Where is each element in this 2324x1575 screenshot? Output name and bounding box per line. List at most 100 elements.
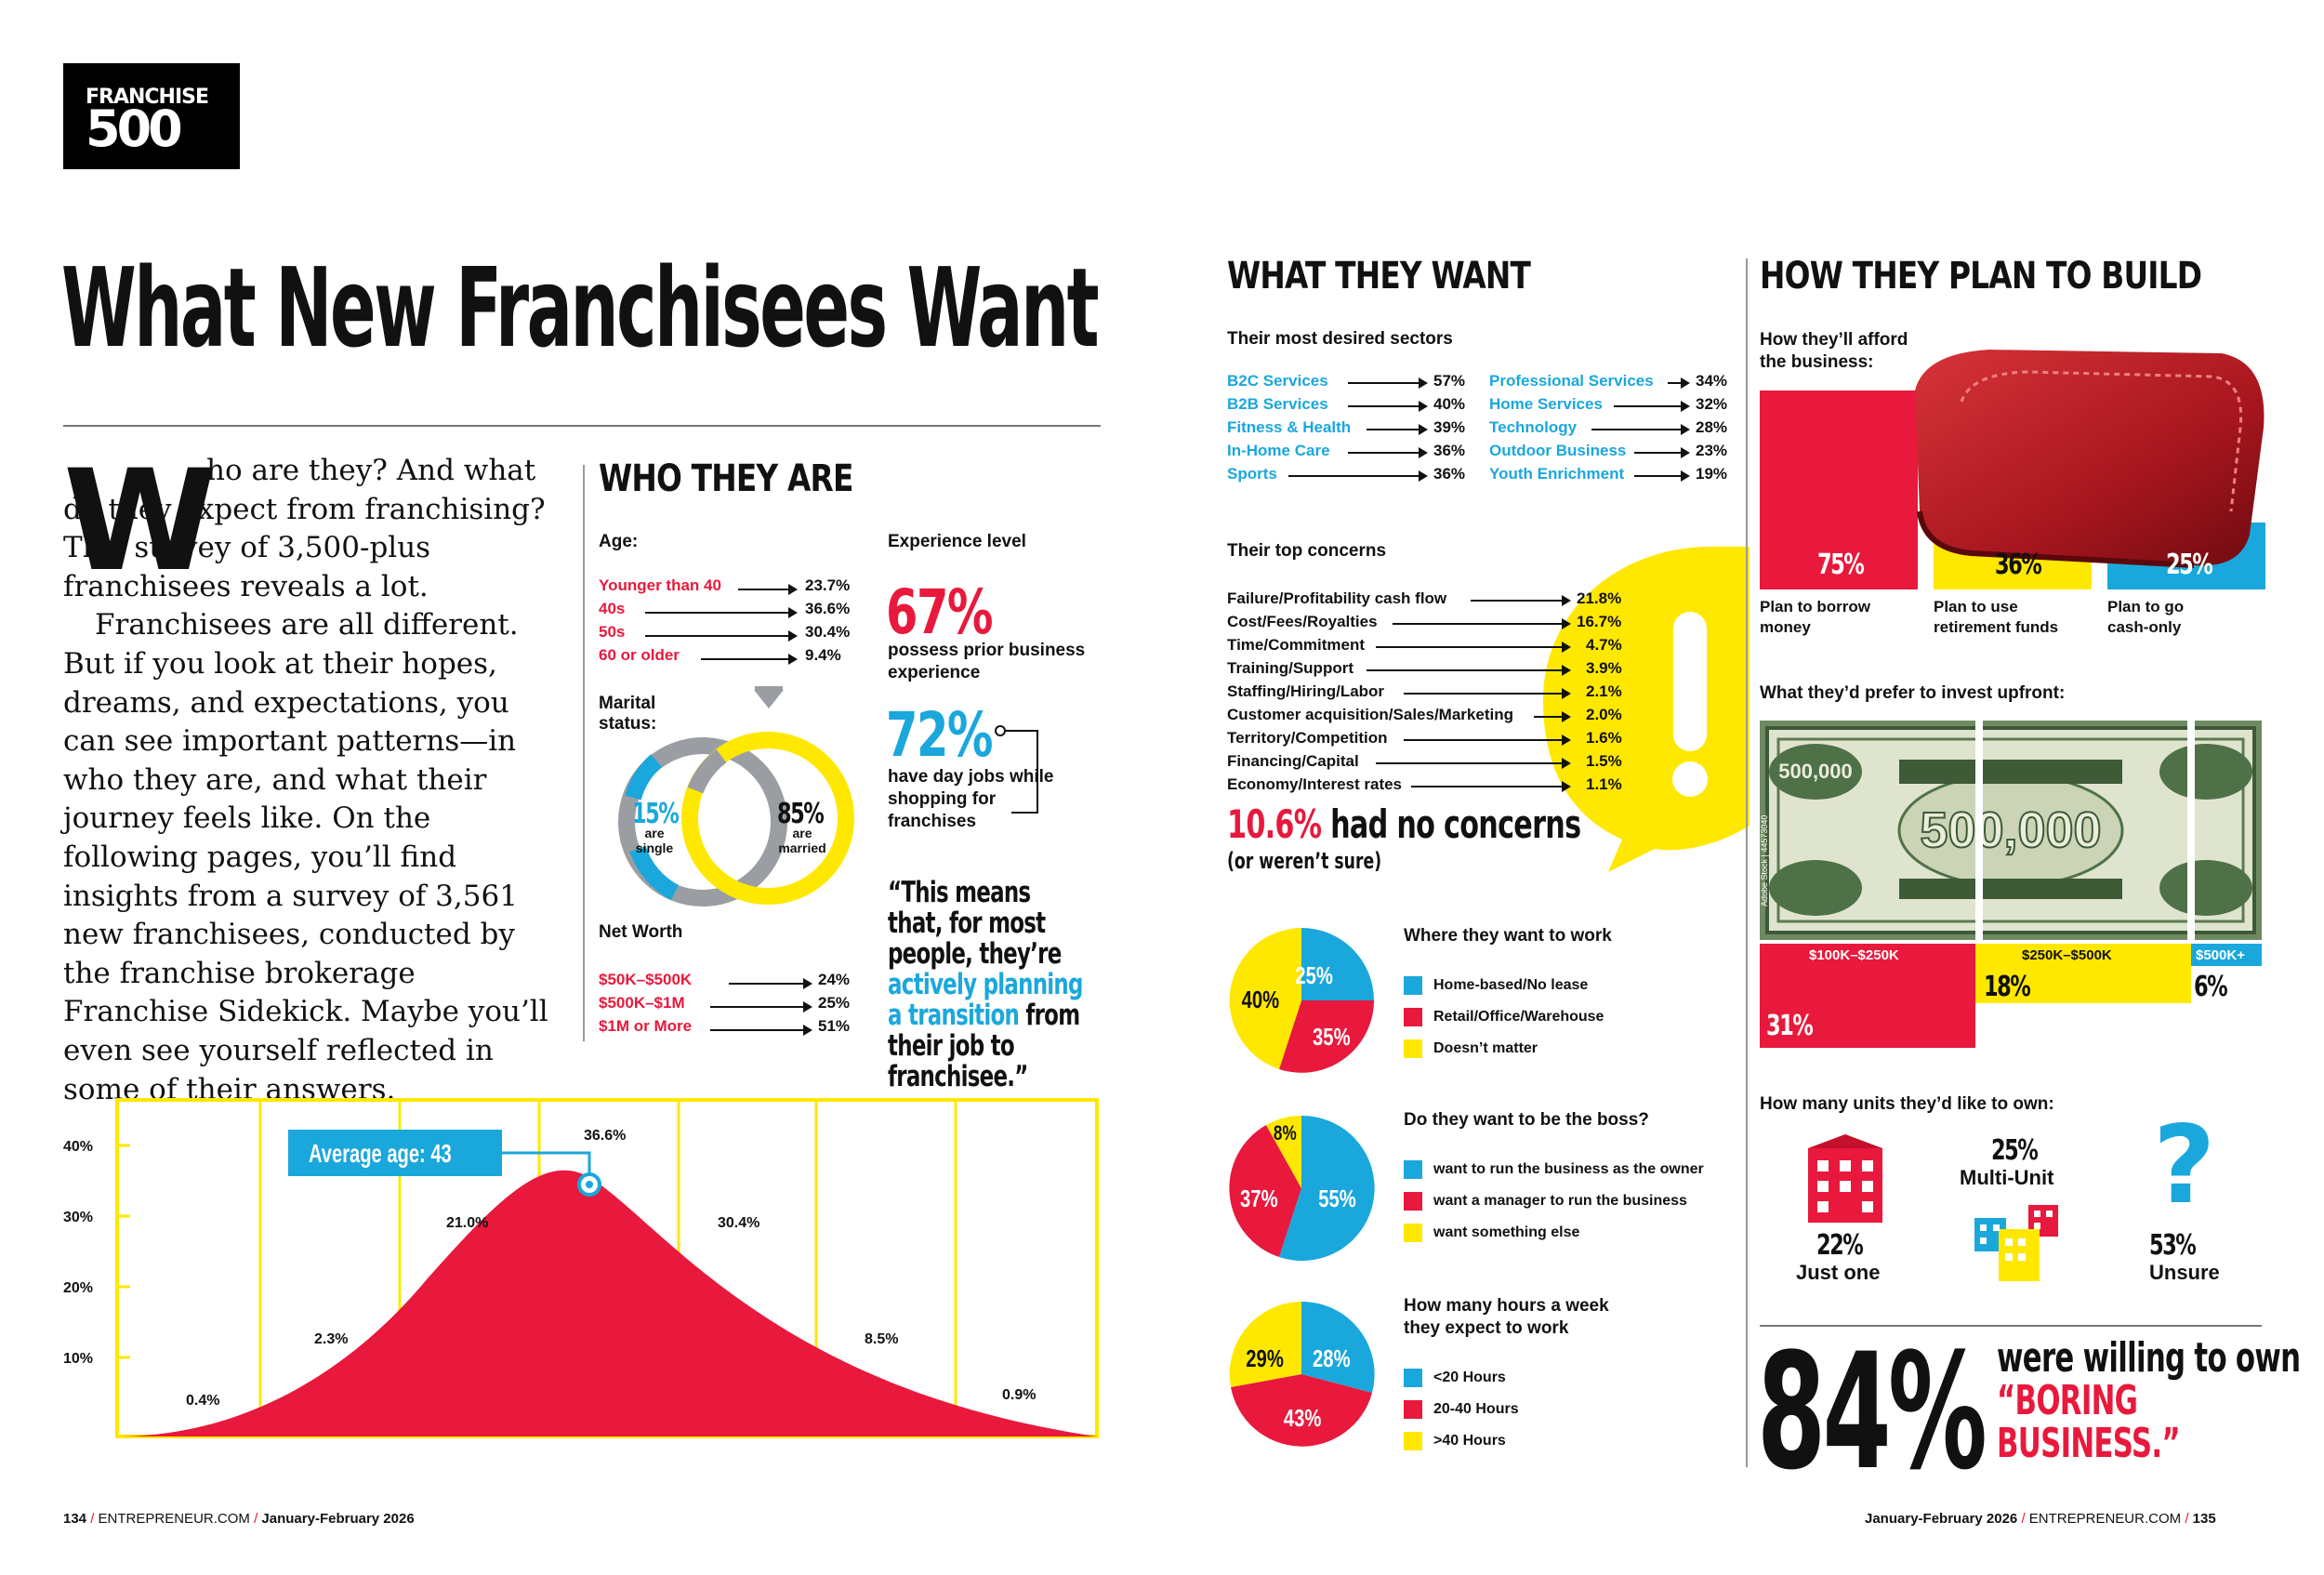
invest-pct: 31% bbox=[1766, 1010, 1814, 1042]
networth-item-value: 51% bbox=[818, 1017, 851, 1035]
concern-value: 21.8% bbox=[1577, 589, 1622, 607]
age-item-label: 60 or older bbox=[599, 646, 680, 664]
multi-building-icon bbox=[1974, 1205, 2058, 1281]
invest-question: What they’d prefer to invest upfront: bbox=[1760, 683, 2066, 703]
concern-value: 16.7% bbox=[1577, 613, 1622, 630]
sector-label: Professional Services bbox=[1489, 372, 1654, 390]
sector-label: Fitness & Health bbox=[1227, 418, 1352, 436]
afford-label: Plan to use retirement funds bbox=[1934, 598, 2059, 636]
point-label: 0.9% bbox=[1002, 1387, 1036, 1403]
afford-pct: 36% bbox=[1995, 549, 2042, 581]
legend-item: Home-based/No lease bbox=[1433, 977, 1589, 993]
no-concerns-pct: 10.6% bbox=[1227, 801, 1322, 847]
concern-value: 1.6% bbox=[1586, 729, 1622, 747]
boring-line2: “BORING bbox=[1997, 1377, 2138, 1424]
sector-value: 34% bbox=[1696, 372, 1728, 390]
work-pie: 25% 35% 40% bbox=[1229, 928, 1374, 1073]
afford-label: Plan to borrow money bbox=[1760, 598, 1870, 636]
age-item-label: 50s bbox=[599, 623, 626, 641]
married-text: are married bbox=[778, 826, 826, 855]
no-concerns-text: had no concerns bbox=[1330, 801, 1581, 847]
boss-pie-label: 8% bbox=[1274, 1122, 1297, 1145]
logo-line2: 500 bbox=[86, 99, 183, 158]
concern-value: 4.7% bbox=[1586, 636, 1622, 654]
hours-pie: 28% 43% 29% bbox=[1229, 1301, 1375, 1447]
work-pie-label: 35% bbox=[1313, 1024, 1351, 1051]
avg-age-text: Average age: 43 bbox=[309, 1140, 452, 1169]
intro-body: ho are they? And what do they expect fro… bbox=[63, 452, 565, 1109]
invest-pct: 6% bbox=[2194, 971, 2228, 1003]
sector-value: 19% bbox=[1696, 465, 1728, 483]
concern-value: 3.9% bbox=[1586, 659, 1622, 677]
sector-value: 57% bbox=[1433, 372, 1466, 390]
concern-label: Staffing/Hiring/Labor bbox=[1227, 682, 1385, 700]
sector-label: B2B Services bbox=[1227, 395, 1328, 413]
afford-question: How they’ll afford the business: bbox=[1760, 330, 1908, 372]
concern-value: 2.0% bbox=[1586, 706, 1622, 723]
age-item-value: 30.4% bbox=[805, 623, 851, 641]
boss-question: Do they want to be the boss? bbox=[1404, 1110, 1649, 1130]
footer-site-right: ENTREPRENEUR.COM bbox=[2028, 1511, 2182, 1527]
invest-bar bbox=[1975, 944, 2191, 1003]
footer-left: 134 / ENTREPRENEUR.COM / January-Februar… bbox=[63, 1511, 415, 1527]
experience-pct: 67% bbox=[886, 576, 993, 648]
ytick: 20% bbox=[63, 1280, 93, 1296]
age-label: Age: bbox=[599, 532, 639, 551]
footer-right: January-February 2026 / ENTREPRENEUR.COM… bbox=[1865, 1511, 2216, 1527]
invest-range: $500K+ bbox=[2196, 947, 2245, 963]
age-item-value: 36.6% bbox=[805, 600, 851, 617]
page-number-left: 134 bbox=[63, 1511, 87, 1527]
quote-part1: “This means that, for most people, they’… bbox=[888, 876, 1062, 971]
age-distribution-chart: 40% 30% 20% 10% 20 30 40 50 60 70 80 0.4… bbox=[63, 1098, 1099, 1438]
boring-rule bbox=[1760, 1325, 2262, 1327]
concern-label: Training/Support bbox=[1227, 659, 1353, 677]
boring-pct: 84% bbox=[1757, 1318, 1987, 1505]
sector-value: 23% bbox=[1696, 442, 1728, 459]
legend-item: >40 Hours bbox=[1433, 1433, 1506, 1449]
bill-text: 500,000 bbox=[1778, 760, 1853, 783]
sector-label: Sports bbox=[1227, 465, 1277, 483]
networth-item-label: $1M or More bbox=[599, 1017, 693, 1035]
sector-value: 40% bbox=[1433, 395, 1466, 413]
footer-issue-right: January-February 2026 bbox=[1865, 1511, 2018, 1527]
single-pct: 15% bbox=[632, 798, 680, 830]
dayjob-text: have day jobs while shopping for franchi… bbox=[888, 767, 1054, 831]
title-rule bbox=[63, 425, 1101, 427]
intro-p1: ho are they? And what do they expect fro… bbox=[63, 454, 546, 603]
sector-label: Technology bbox=[1489, 418, 1578, 436]
hours-question-1: How many hours a week bbox=[1404, 1296, 1609, 1316]
marital-rings bbox=[618, 686, 854, 907]
boring-text: were willing to own “BORING BUSINESS.” bbox=[1997, 1334, 2301, 1465]
column-divider bbox=[583, 465, 585, 1041]
avg-age-callout bbox=[288, 1130, 502, 1176]
units-label: Unsure bbox=[2149, 1261, 2220, 1284]
legend-item: want a manager to run the business bbox=[1433, 1193, 1687, 1209]
sector-label: Outdoor Business bbox=[1489, 442, 1627, 459]
boss-pie: 55% 37% 8% bbox=[1229, 1115, 1375, 1261]
networth-item-label: $500K–$1M bbox=[599, 994, 685, 1012]
networth-label: Net Worth bbox=[599, 922, 683, 942]
afford-pct: 25% bbox=[2166, 549, 2213, 581]
invest-bar bbox=[1760, 944, 1975, 1048]
dayjob-pct: 72% bbox=[886, 699, 993, 771]
dayjob-bracket bbox=[995, 725, 1038, 814]
age-curve bbox=[117, 1170, 1097, 1436]
experience-label: Experience level bbox=[888, 532, 1026, 551]
networth-item-value: 25% bbox=[818, 994, 851, 1012]
exclamation-bubble bbox=[1543, 547, 1750, 872]
logo-line1: FRANCHISE bbox=[86, 86, 209, 109]
age-item-value: 9.4% bbox=[805, 646, 841, 664]
page-title: What New Franchisees Want bbox=[61, 244, 1100, 372]
sector-value: 36% bbox=[1433, 442, 1466, 459]
experience-text: possess prior business experience bbox=[888, 641, 1086, 682]
hours-pie-label: 43% bbox=[1284, 1405, 1322, 1432]
work-pie-label: 25% bbox=[1295, 962, 1333, 989]
bill-image: 500,000 500,000 Adobe Stock | 44573040 bbox=[1760, 721, 2262, 940]
work-question: Where they want to work bbox=[1404, 926, 1612, 946]
boring-line1: were willing to own bbox=[1997, 1334, 2301, 1382]
units-pct: 53% bbox=[2149, 1229, 2197, 1262]
sectors-label: Their most desired sectors bbox=[1227, 329, 1453, 349]
married-ring bbox=[681, 732, 854, 905]
afford-label: Plan to go cash-only bbox=[2107, 598, 2185, 636]
point-label: 8.5% bbox=[865, 1331, 898, 1347]
